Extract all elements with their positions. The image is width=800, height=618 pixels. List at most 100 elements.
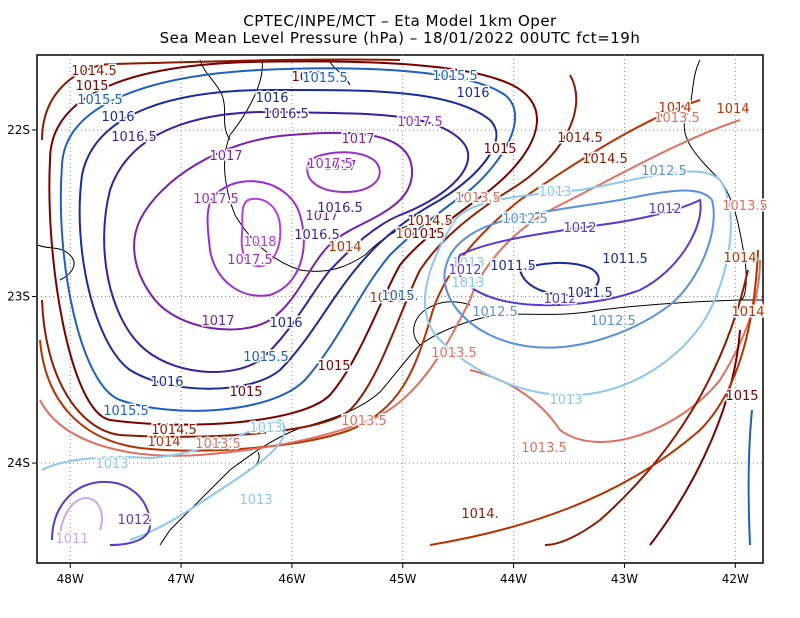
- isobar-1012-5: [443, 189, 715, 349]
- isobar-1013-5-east: [469, 259, 761, 443]
- contour-label: 1014: [369, 291, 402, 306]
- contour-label: 1013: [451, 276, 484, 291]
- contour-label: 1015: [229, 385, 262, 400]
- isobar-1015: [48, 60, 538, 426]
- isobar-1011-sw: [59, 496, 103, 541]
- contour-label: 1016: [101, 110, 134, 125]
- chart-title: CPTEC/INPE/MCT – Eta Model 1km Oper: [243, 12, 557, 30]
- contour-label: 1018: [243, 235, 276, 250]
- contour-label: 1014.5: [151, 423, 197, 438]
- isobar-1017-5-west: [206, 180, 305, 297]
- coastline: [37, 59, 762, 546]
- contour-label: 1014.5: [557, 131, 603, 146]
- contour-label: 1015: [291, 70, 324, 85]
- contour-label: 1013.5: [431, 346, 477, 361]
- x-tick-label: 45W: [389, 572, 416, 586]
- contour-label: 1012.5: [472, 305, 518, 320]
- y-tick-label: 23S: [7, 290, 30, 304]
- isobar-1012-east: [456, 198, 702, 307]
- contour-label: 1017: [341, 132, 374, 147]
- contour-label: 1013.5: [455, 191, 501, 206]
- isobar-1012-sw: [51, 480, 152, 546]
- contour-label: 1015: [317, 359, 350, 374]
- contour-label: 1013: [549, 393, 582, 408]
- contour-label: 1013: [538, 185, 571, 200]
- y-tick-label: 24S: [7, 456, 30, 470]
- contour-label: 1017.5: [397, 115, 443, 130]
- x-tick-label: 47W: [168, 572, 195, 586]
- isobar-1015-5: [59, 67, 516, 412]
- contour-label: 1013.5: [521, 441, 567, 456]
- contour-label: 1017: [305, 209, 338, 224]
- contour-label: 1012: [563, 221, 596, 236]
- contour-label: 1013: [239, 493, 272, 508]
- contour-label: 1012.5: [502, 212, 548, 227]
- contour-label: 1013.5: [195, 437, 241, 452]
- contour-label: 1017: [201, 314, 234, 329]
- isobar-1018: [240, 197, 282, 268]
- contour-label: 1012: [648, 202, 681, 217]
- contour-label: 1016.5: [317, 201, 363, 216]
- isobar-1016: [78, 88, 498, 390]
- contour-label: 1017.5: [227, 253, 273, 268]
- contour-label: 1015: [725, 389, 758, 404]
- isobar-1011-5-east: [518, 261, 600, 296]
- contour-label: 1014: [147, 435, 180, 450]
- contour-label: 1012.5: [590, 314, 636, 329]
- contour-label: 1015: [411, 227, 444, 242]
- contour-label: 1014: [328, 240, 361, 255]
- contour-label: 1015: [483, 142, 516, 157]
- isobars: [39, 58, 761, 546]
- y-tick-label: 22S: [7, 123, 30, 137]
- contour-label: 1016: [456, 86, 489, 101]
- contour-label: 1015: [75, 79, 108, 94]
- contour-label: 1017.5: [193, 192, 239, 207]
- contour-label: 1014.5: [407, 214, 453, 229]
- isobar-1014-5: [41, 58, 578, 438]
- contour-label: 1012: [448, 263, 481, 278]
- isobar-1017-5-north: [306, 151, 381, 194]
- contour-label: 1014.5: [71, 64, 117, 79]
- contour-label: 1013.5: [722, 199, 768, 214]
- contour-label: 1014: [716, 102, 749, 117]
- contour-label: 1016.5: [111, 130, 157, 145]
- contour-label: 1012.5: [641, 164, 687, 179]
- contour-label: 1017.5: [307, 157, 353, 172]
- contour-label: 1014: [658, 101, 691, 116]
- contour-label: 1011.5: [490, 259, 536, 274]
- contour-label: 1016.5: [263, 107, 309, 122]
- contour-label: 1015.5: [302, 71, 348, 86]
- contour-label: 1013: [451, 256, 484, 271]
- contour-label: 1015.5: [243, 350, 289, 365]
- x-tick-label: 43W: [611, 572, 638, 586]
- x-tick-label: 42W: [722, 572, 749, 586]
- contour-label: 1013.5: [341, 414, 387, 429]
- contour-label: 1015.5: [432, 69, 478, 84]
- contour-label: 1014.: [461, 507, 498, 522]
- contour-label: 1013.5: [654, 111, 700, 126]
- contour-label: 1016: [269, 316, 302, 331]
- contour-label: 1015.: [381, 289, 418, 304]
- isobar-1014-west: [39, 99, 701, 452]
- contour-label: 1014: [723, 251, 756, 266]
- contour-labels: 1014.510151015.510161016.510171017.51018…: [54, 63, 769, 549]
- isobar-1017: [133, 131, 414, 331]
- contour-label: 1014.5: [582, 152, 628, 167]
- contour-label: 1013: [95, 457, 128, 472]
- isobar-1015-east-edge: [649, 329, 741, 546]
- contour-label: 1017: [323, 159, 356, 174]
- isobar-1014-south: [429, 249, 759, 546]
- chart-subtitle: Sea Mean Level Pressure (hPa) – 18/01/20…: [159, 29, 641, 47]
- contour-label: 1014: [731, 305, 764, 320]
- contour-label: 1014: [395, 227, 428, 242]
- contour-label: 1016: [255, 91, 288, 106]
- isobar-1016-5: [103, 110, 470, 373]
- x-tick-label: 46W: [278, 572, 305, 586]
- contour-label: 1011: [55, 532, 88, 547]
- contour-label: 1016: [150, 375, 183, 390]
- x-tick-label: 44W: [500, 572, 527, 586]
- contour-label: 1017: [209, 149, 242, 164]
- contour-label: 1011.5: [602, 252, 648, 267]
- grid-lines: [37, 55, 763, 563]
